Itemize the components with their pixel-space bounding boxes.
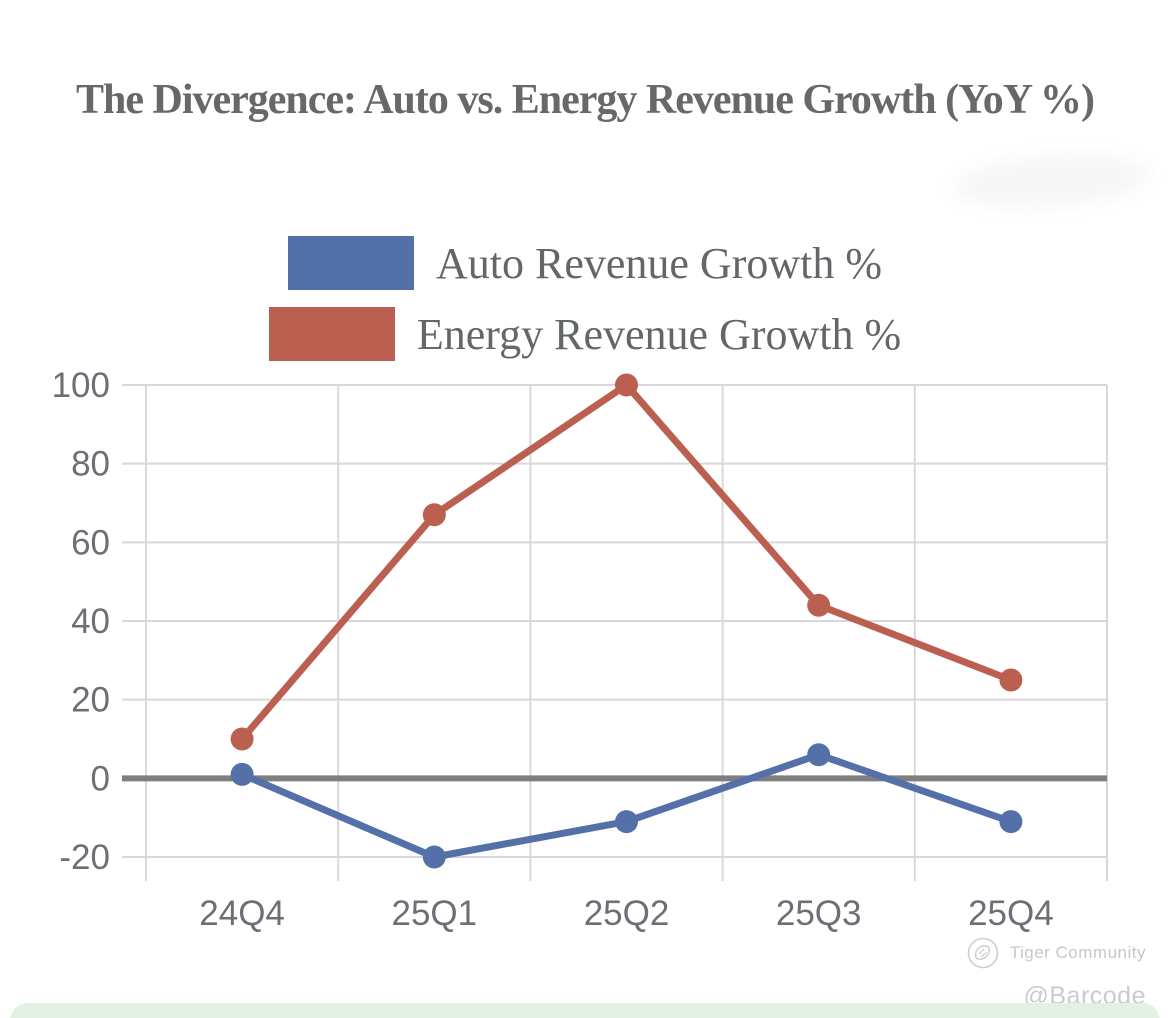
legend-label-energy: Energy Revenue Growth % [416, 309, 902, 359]
x-axis-tick-label: 25Q1 [391, 894, 477, 933]
y-axis-tick-label: 40 [71, 602, 110, 641]
legend-label-auto: Auto Revenue Growth % [435, 238, 882, 288]
legend-swatch-energy [268, 307, 395, 361]
legend-item-energy: Energy Revenue Growth % [268, 307, 902, 361]
data-point-energy-revenue-growth [999, 668, 1023, 692]
legend-swatch-auto [287, 236, 414, 290]
data-point-energy-revenue-growth [807, 593, 831, 617]
data-point-energy-revenue-growth [230, 727, 254, 751]
legend-item-auto: Auto Revenue Growth % [287, 236, 882, 290]
y-axis-tick-label: 60 [71, 523, 110, 562]
y-axis-tick-label: 80 [71, 445, 110, 484]
data-point-auto-revenue-growth [422, 845, 446, 869]
y-axis-tick-label: -20 [59, 838, 110, 877]
data-point-auto-revenue-growth [615, 810, 638, 834]
watermark-community-label: Tiger Community [1009, 943, 1146, 962]
data-point-auto-revenue-growth [999, 810, 1023, 834]
tiger-community-logo-icon [967, 937, 999, 969]
series-line-energy-revenue-growth [238, 381, 1015, 743]
y-axis-tick-label: 20 [71, 681, 110, 720]
data-point-auto-revenue-growth [807, 743, 831, 767]
chart-legend: Auto Revenue Growth % Energy Revenue Gro… [0, 236, 1170, 361]
x-axis-tick-label: 24Q4 [199, 894, 285, 933]
x-axis-tick-label: 25Q3 [776, 894, 862, 933]
watermark: Tiger Community @Barcode [786, 936, 1146, 1011]
bottom-card-edge [10, 1003, 1160, 1018]
x-axis-tick-label: 25Q2 [584, 894, 670, 933]
watermark-logo-row: Tiger Community [786, 936, 1146, 970]
data-point-energy-revenue-growth [422, 503, 446, 527]
y-axis-tick-label: 100 [52, 366, 110, 405]
chart-title: The Divergence: Auto vs. Energy Revenue … [75, 77, 1095, 123]
data-point-energy-revenue-growth [615, 373, 638, 397]
series-line-auto-revenue-growth [238, 751, 1015, 861]
data-point-auto-revenue-growth [230, 762, 254, 786]
x-axis-tick-label: 25Q4 [968, 894, 1054, 933]
y-axis-tick-label: 0 [91, 759, 110, 798]
